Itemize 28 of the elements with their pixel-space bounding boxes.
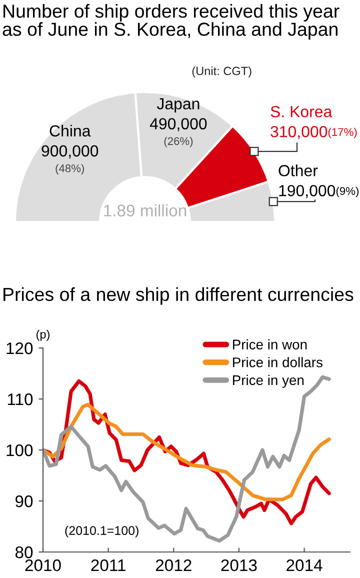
slice-label: China <box>50 124 91 137</box>
line-series <box>43 402 331 502</box>
slice-label: Other <box>278 164 318 176</box>
slice-label: Japan <box>156 98 200 113</box>
x-tick-label: 2013 <box>221 559 257 572</box>
y-tick-label: 90 <box>16 495 33 508</box>
y-tick-label: 80 <box>15 546 33 558</box>
slice-label: S. Korea <box>270 106 332 118</box>
chart-subtitle: (Unit: CGT) <box>192 66 252 78</box>
text: 1.89 million <box>104 204 186 216</box>
data-label: 490,000 (26%) <box>150 118 207 148</box>
annotation: (2010.1=100) <box>65 526 138 538</box>
legend-label: Price in won <box>233 339 307 350</box>
data-label: 190,000(9%) <box>279 184 358 198</box>
x-tick-label: 2011 <box>91 559 126 572</box>
legend-label: Price in yen <box>233 374 304 388</box>
x-tick-label: 2012 <box>156 559 192 572</box>
data-label: 310,000(17%) <box>270 126 357 140</box>
chart-title: Number of ship orders received this year as of June in S. Korea, China and Japan <box>2 4 340 40</box>
x-tick-label: 2014 <box>286 559 322 572</box>
data-label: 900,000 (48%) <box>42 145 98 174</box>
legend-label: Price in dollars <box>233 357 322 368</box>
y-tick-label: 120 <box>6 342 33 354</box>
y-tick-label: 100 <box>6 444 33 456</box>
y-axis-title: (p) <box>36 330 50 341</box>
x-tick-label: 2010 <box>25 559 61 572</box>
y-tick-label: 110 <box>8 393 33 406</box>
chart-title: Prices of a new ship in different currencies <box>4 287 354 305</box>
